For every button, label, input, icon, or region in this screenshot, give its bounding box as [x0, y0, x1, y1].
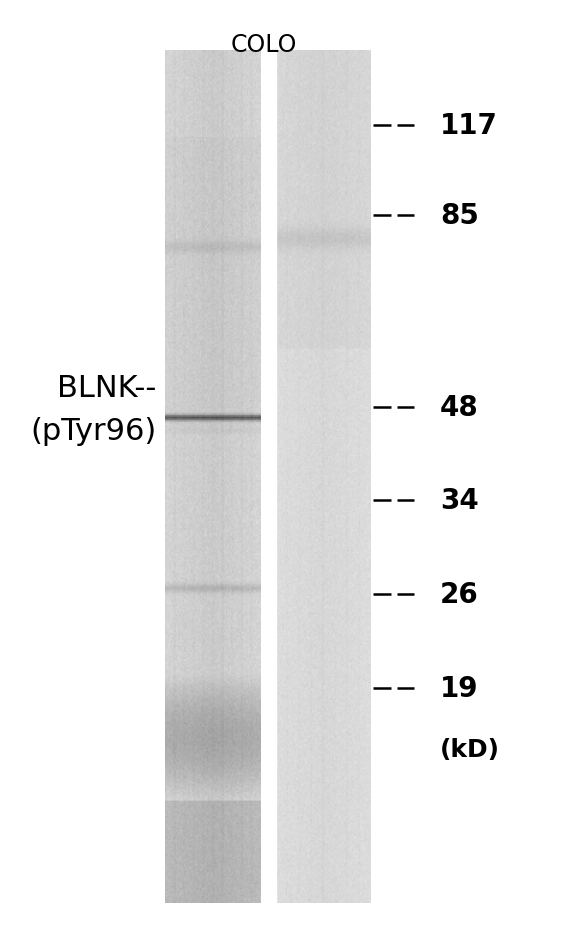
Text: COLO: COLO — [230, 33, 296, 57]
Text: (kD): (kD) — [440, 737, 500, 761]
Text: 117: 117 — [440, 112, 498, 140]
Text: (pTyr96): (pTyr96) — [30, 417, 156, 445]
Text: 26: 26 — [440, 580, 479, 608]
Text: 19: 19 — [440, 674, 478, 702]
Text: 48: 48 — [440, 393, 479, 421]
Text: BLNK--: BLNK-- — [57, 374, 156, 402]
Text: 34: 34 — [440, 487, 479, 515]
Text: 85: 85 — [440, 201, 479, 229]
